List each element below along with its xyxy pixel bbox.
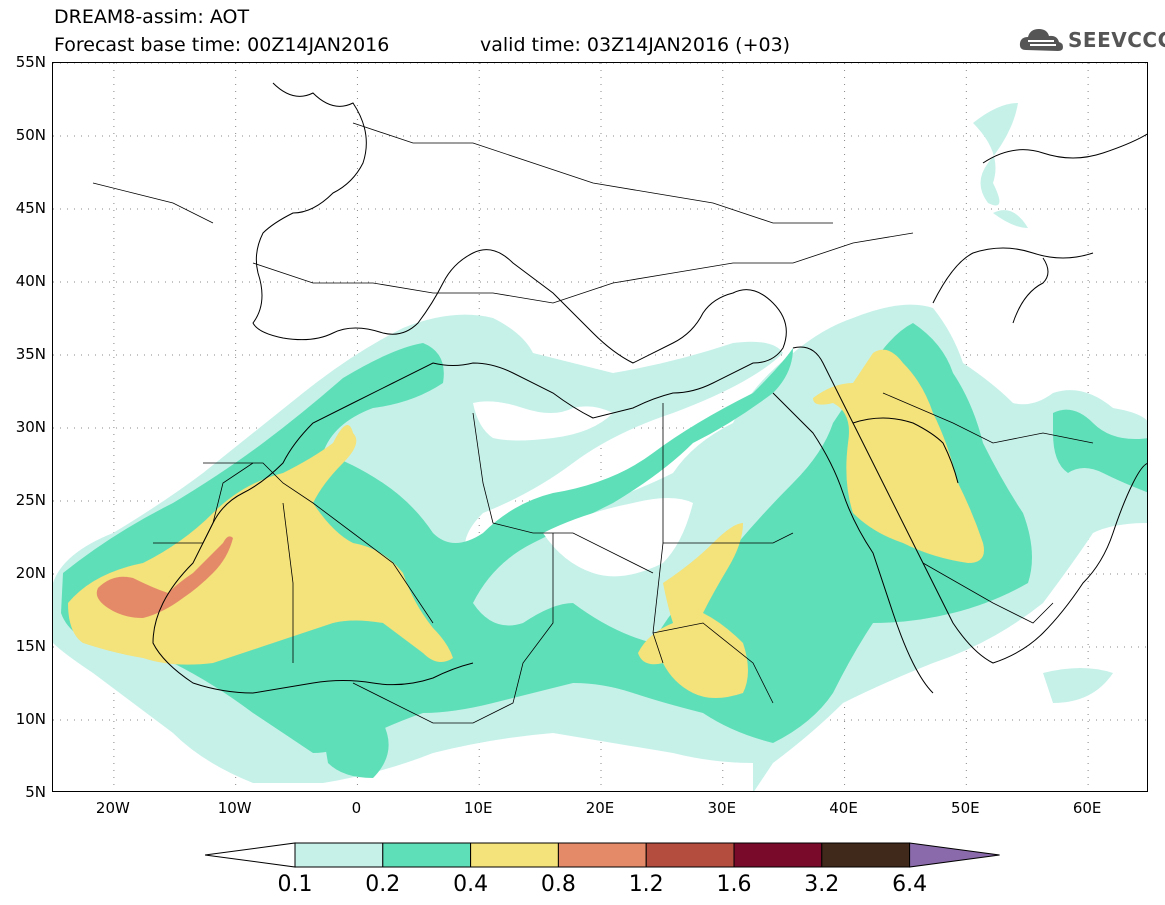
lat-label: 25N [15,491,46,509]
lon-label: 60E [1072,799,1102,817]
lon-label: 20E [585,799,615,817]
colorbar-segment [645,842,735,868]
lon-label: 30E [707,799,737,817]
colorbar-segment [557,842,647,868]
colorbar-segment [294,842,384,868]
lat-label: 40N [15,272,46,290]
aot-field-0.8 [96,536,233,618]
colorbar-segment [382,842,472,868]
lat-label: 20N [15,564,46,582]
lat-label: 50N [15,126,46,144]
lat-label: 35N [15,345,46,363]
lon-label: 40E [829,799,858,817]
lat-label: 5N [25,783,46,801]
colorbar-tick-label: 3.2 [804,872,840,897]
lat-label: 30N [15,418,46,436]
colorbar-tick-label: 0.2 [365,872,401,897]
valid-time: valid time: 03Z14JAN2016 (+03) [480,34,791,56]
colorbar [205,842,1000,868]
forecast-base-time: Forecast base time: 00Z14JAN2016 [54,34,390,56]
colorbar-tick-label: 1.2 [628,872,664,897]
colorbar-tick-label: 1.6 [716,872,752,897]
lon-label: 20W [95,799,130,817]
cloud-icon [1019,29,1063,51]
logo-text: SEEVCCC [1068,28,1165,52]
lat-label: 55N [15,53,46,71]
chart-title: DREAM8-assim: AOT [54,6,250,28]
colorbar-segment [733,842,823,868]
colorbar-segment [821,842,911,868]
colorbar-tick-label: 0.4 [453,872,489,897]
lat-label: 10N [15,710,46,728]
lat-label: 15N [15,637,46,655]
lon-label: 10W [217,799,252,817]
colorbar-under-triangle [205,842,296,868]
colorbar-over-triangle [909,842,1000,868]
colorbar-tick-label: 6.4 [892,872,928,897]
lon-label: 0 [351,799,362,817]
colorbar-segment [470,842,559,868]
lon-label: 50E [951,799,980,817]
borders [92,122,1094,724]
colorbar-tick-label: 0.1 [277,872,313,897]
coastlines [152,82,1147,694]
seevccc-logo: SEEVCCC [1018,24,1165,56]
colorbar-tick-label: 0.8 [540,872,576,897]
lon-label: 10E [463,799,493,817]
aot-clear-areas [383,401,693,577]
aot-map [53,63,1147,791]
aot-field-0.2 [61,323,1147,778]
map-panel [52,62,1148,792]
lat-label: 45N [15,199,46,217]
